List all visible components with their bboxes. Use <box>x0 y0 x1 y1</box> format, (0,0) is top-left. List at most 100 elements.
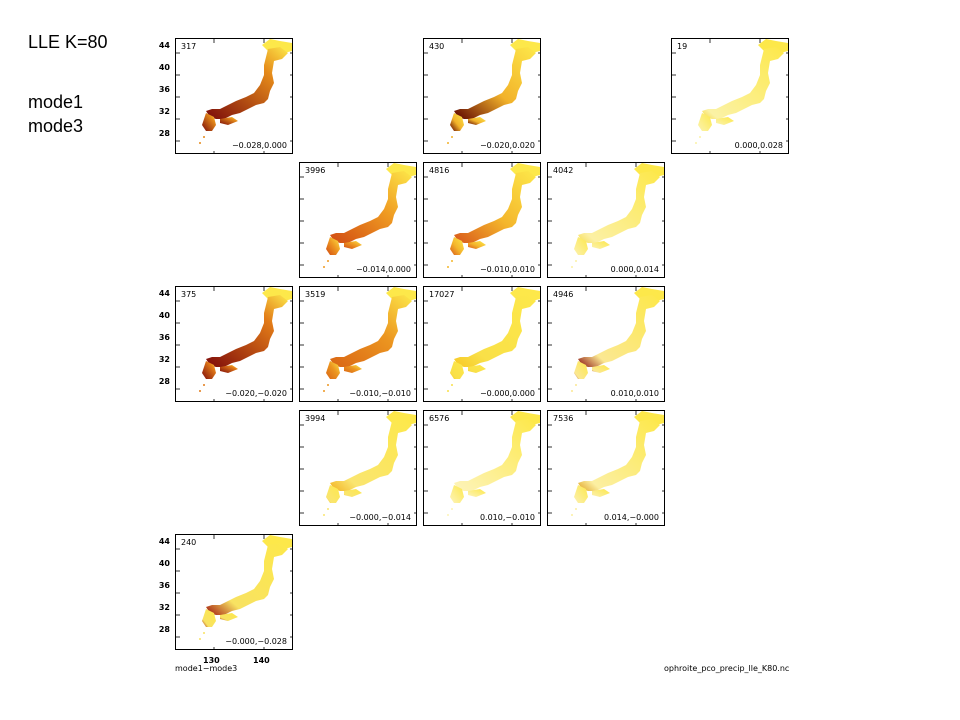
island-dot <box>203 384 205 386</box>
island-dot <box>575 384 577 386</box>
panel-count: 430 <box>429 42 445 51</box>
y-tick-label: 32 <box>158 603 170 612</box>
map-panel: 3519 −0.010,−0.010 <box>299 286 417 402</box>
y-tick-label: 36 <box>158 333 170 342</box>
footer-filename: ophroite_pco_precip_lle_K80.nc <box>664 664 790 673</box>
island-dot <box>323 514 325 516</box>
honshu-shape <box>330 419 412 491</box>
honshu-shape <box>578 295 660 367</box>
island-dot <box>447 142 449 144</box>
japan-map <box>424 287 540 401</box>
panel-range: 0.010,0.010 <box>610 389 659 398</box>
panel-count: 375 <box>181 290 197 299</box>
kyushu-shape <box>202 113 216 131</box>
island-dot <box>575 508 577 510</box>
map-panel: 17027 −0.000,0.000 <box>423 286 541 402</box>
honshu-shape <box>702 47 784 119</box>
island-dot <box>699 136 701 138</box>
panel-range: −0.020,−0.020 <box>225 389 287 398</box>
panel-count: 7536 <box>553 414 574 423</box>
honshu-shape <box>330 171 412 243</box>
island-dot <box>203 632 205 634</box>
shikoku-shape <box>220 365 238 373</box>
panel-range: 0.000,0.028 <box>734 141 783 150</box>
shikoku-shape <box>344 241 362 249</box>
island-dot <box>575 260 577 262</box>
kyushu-shape <box>450 113 464 131</box>
panel-count: 3519 <box>305 290 326 299</box>
panel-range: −0.028,0.000 <box>231 141 287 150</box>
map-panel: 3996 −0.014,0.000 <box>299 162 417 278</box>
honshu-shape <box>454 171 536 243</box>
y-tick-label: 36 <box>158 581 170 590</box>
panel-range: −0.020,0.020 <box>479 141 535 150</box>
japan-map <box>176 535 292 649</box>
island-dot <box>571 266 573 268</box>
panel-range: −0.010,0.010 <box>479 265 535 274</box>
honshu-shape <box>454 295 536 367</box>
island-dot <box>447 514 449 516</box>
y-tick-label: 36 <box>158 85 170 94</box>
shikoku-shape <box>344 489 362 497</box>
y-tick-label: 40 <box>158 63 170 72</box>
japan-map <box>176 287 292 401</box>
island-dot <box>451 136 453 138</box>
island-dot <box>451 508 453 510</box>
panel-range: −0.000,0.000 <box>479 389 535 398</box>
japan-map <box>300 163 416 277</box>
japan-map <box>300 287 416 401</box>
shikoku-shape <box>592 365 610 373</box>
panel-count: 6576 <box>429 414 450 423</box>
map-panel: 240 −0.000,−0.028 <box>175 534 293 650</box>
x-tick-140: 140 <box>253 656 270 665</box>
island-dot <box>571 390 573 392</box>
map-panel: 6576 0.010,−0.010 <box>423 410 541 526</box>
japan-map <box>548 287 664 401</box>
kyushu-shape <box>326 485 340 503</box>
island-dot <box>451 384 453 386</box>
kyushu-shape <box>450 485 464 503</box>
honshu-shape <box>206 543 288 615</box>
kyushu-shape <box>202 361 216 379</box>
shikoku-shape <box>592 489 610 497</box>
map-panel: 430 −0.020,0.020 <box>423 38 541 154</box>
honshu-shape <box>578 171 660 243</box>
japan-map <box>176 39 292 153</box>
map-panel: 3994 −0.000,−0.014 <box>299 410 417 526</box>
island-dot <box>199 390 201 392</box>
island-dot <box>203 136 205 138</box>
panel-range: 0.014,−0.000 <box>603 513 659 522</box>
x-tick-130: 130 <box>203 656 220 665</box>
japan-map <box>548 163 664 277</box>
panel-range: 0.000,0.014 <box>610 265 659 274</box>
panel-count: 317 <box>181 42 197 51</box>
panel-count: 4946 <box>553 290 574 299</box>
y-tick-label: 44 <box>158 41 170 50</box>
japan-map <box>548 411 664 525</box>
japan-map <box>672 39 788 153</box>
map-panel: 4946 0.010,0.010 <box>547 286 665 402</box>
panel-count: 3996 <box>305 166 326 175</box>
island-dot <box>199 638 201 640</box>
island-dot <box>327 260 329 262</box>
panel-range: 0.010,−0.010 <box>479 513 535 522</box>
japan-map <box>424 411 540 525</box>
shikoku-shape <box>468 365 486 373</box>
map-panel: 317 −0.028,0.000 <box>175 38 293 154</box>
shikoku-shape <box>220 613 238 621</box>
shikoku-shape <box>468 489 486 497</box>
map-panel: 7536 0.014,−0.000 <box>547 410 665 526</box>
kyushu-shape <box>326 361 340 379</box>
y-tick-label: 44 <box>158 289 170 298</box>
shikoku-shape <box>344 365 362 373</box>
honshu-shape <box>330 295 412 367</box>
panel-range: −0.014,0.000 <box>355 265 411 274</box>
panel-count: 4816 <box>429 166 450 175</box>
panel-count: 17027 <box>429 290 455 299</box>
shikoku-shape <box>468 241 486 249</box>
mode3-label: mode3 <box>28 116 84 136</box>
island-dot <box>323 390 325 392</box>
y-tick-label: 40 <box>158 559 170 568</box>
map-panel: 4816 −0.010,0.010 <box>423 162 541 278</box>
panel-count: 3994 <box>305 414 326 423</box>
